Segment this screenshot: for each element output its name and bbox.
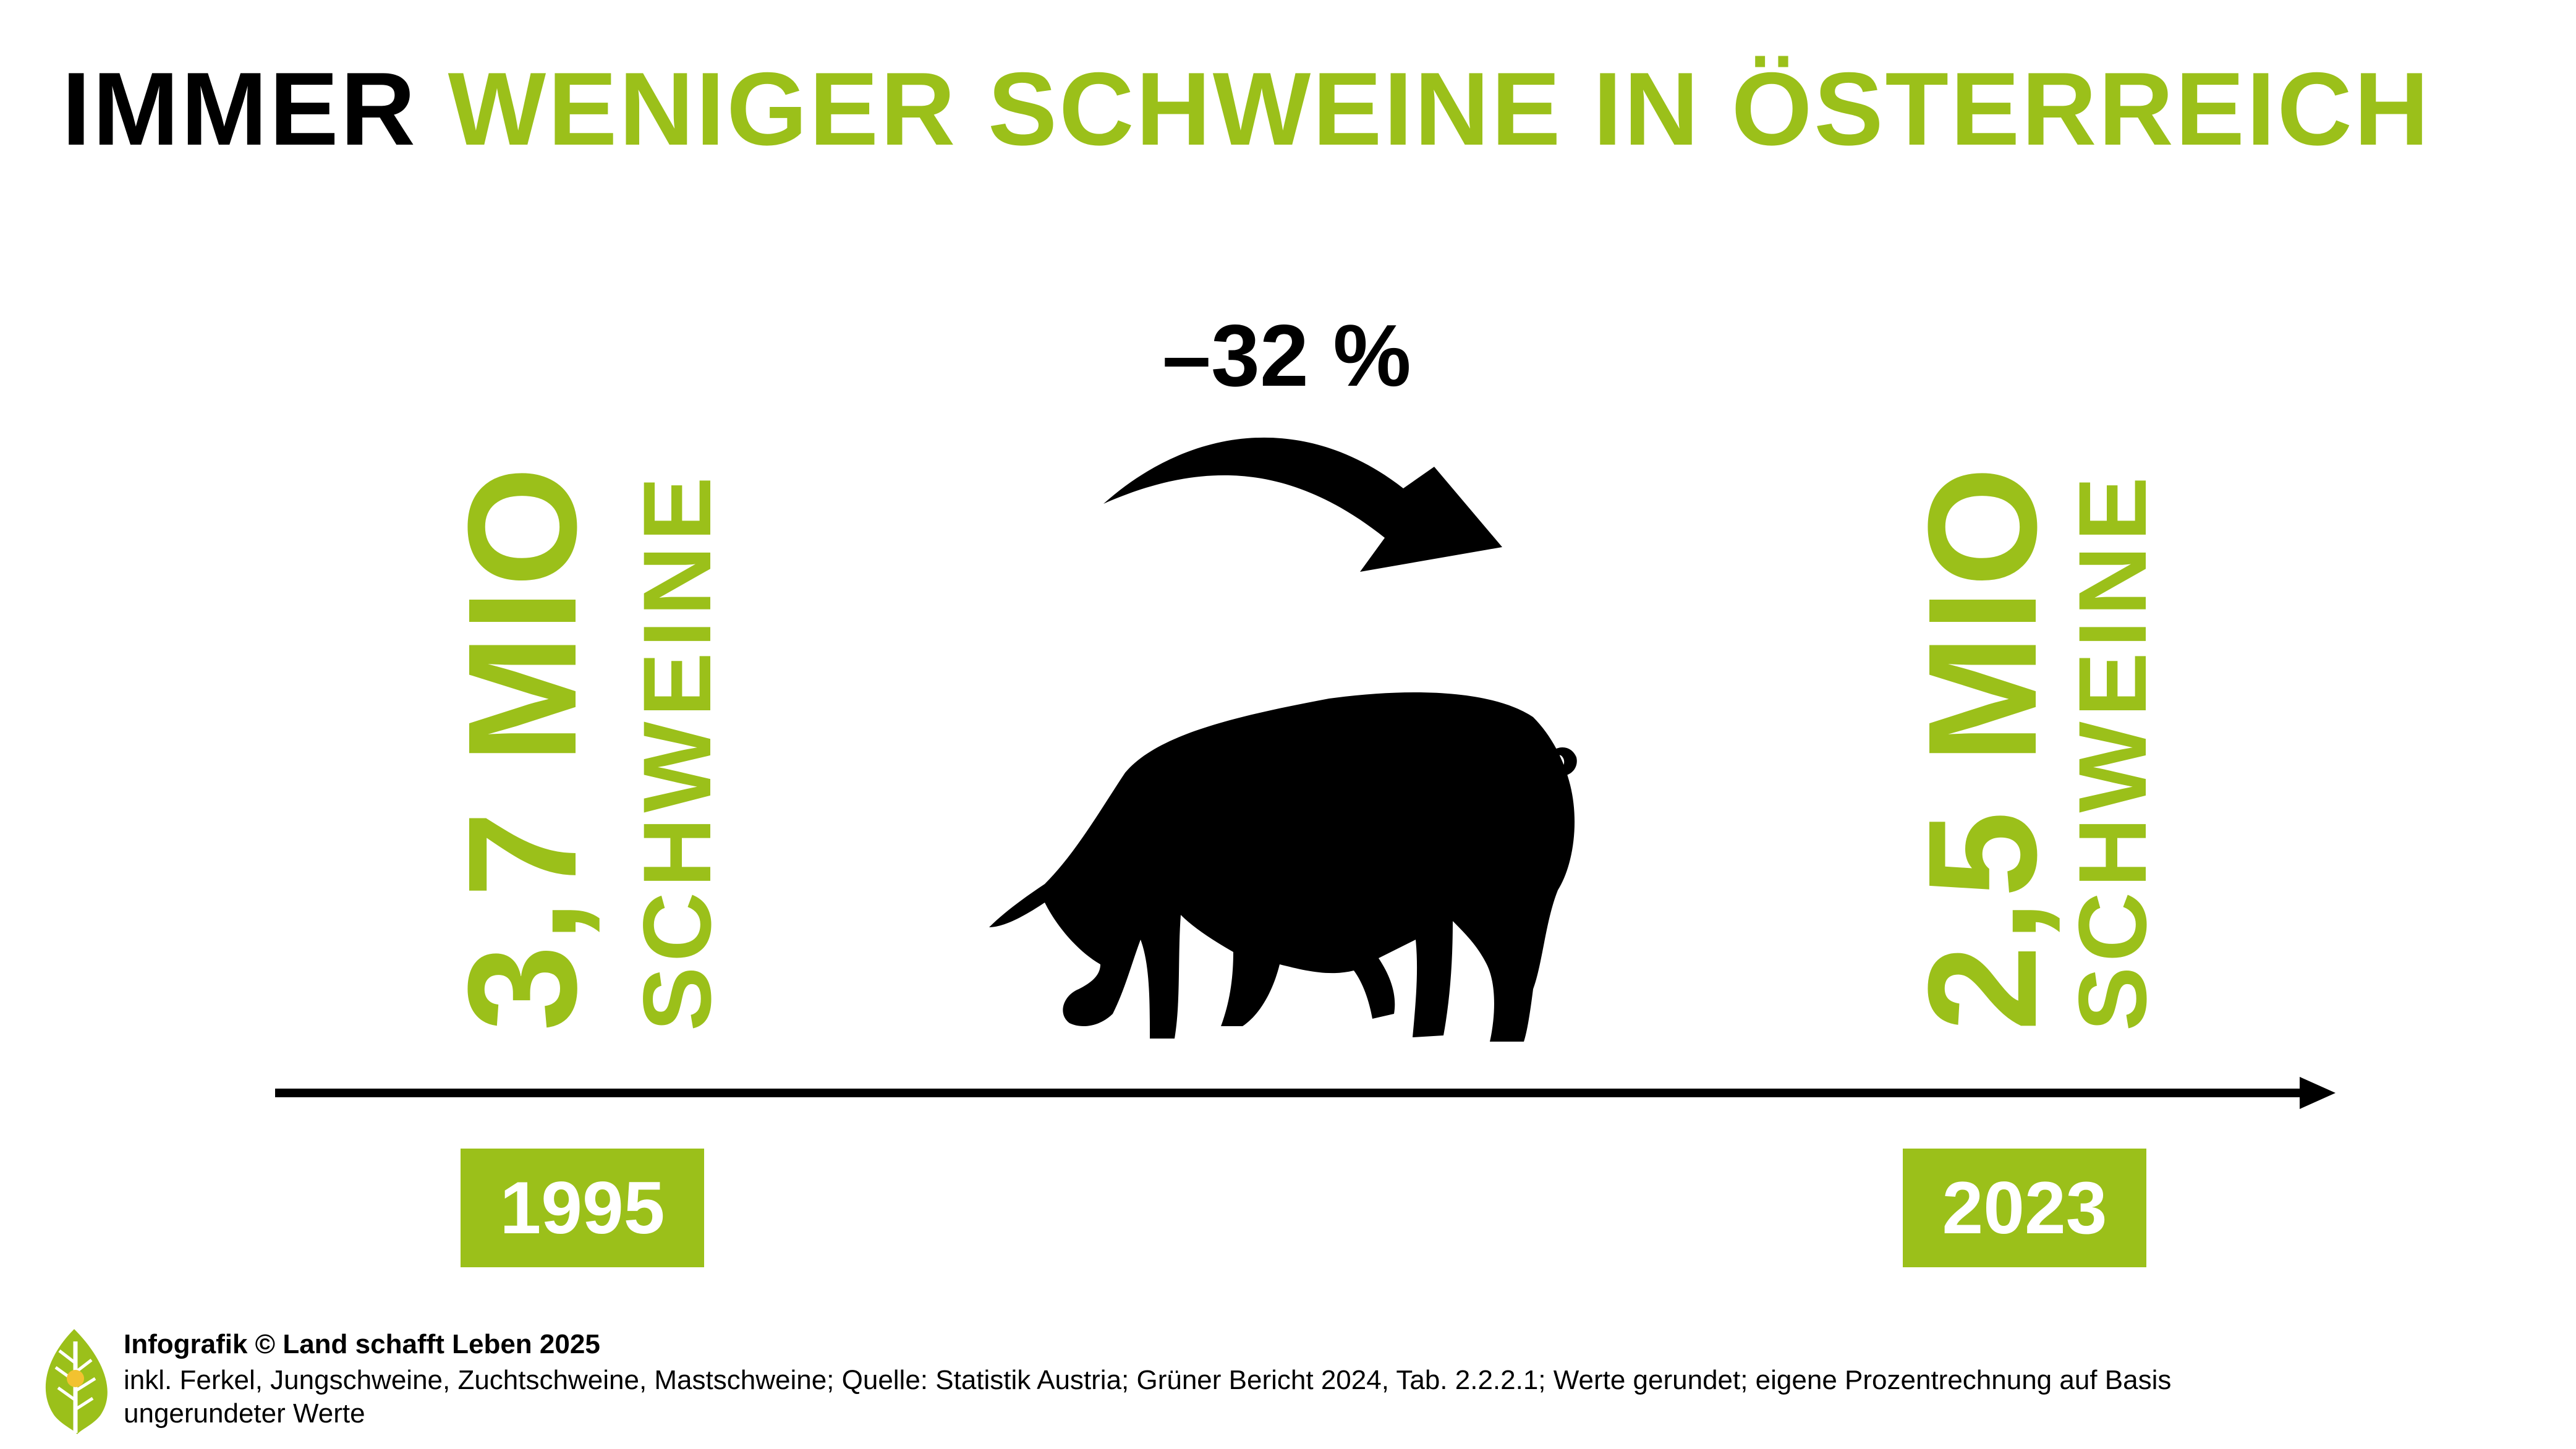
year-box-2023: 2023: [1903, 1149, 2146, 1267]
pig-silhouette-icon: [989, 692, 1577, 1042]
title-part-black: IMMER: [62, 51, 417, 167]
change-percentage: –32 %: [1162, 307, 1411, 405]
curved-arrow-icon: [1103, 437, 1502, 572]
unit-label-1995: SCHWEINE: [624, 472, 731, 1031]
leaf-logo-icon: [45, 1329, 108, 1434]
value-label-1995: 3,7 MIO: [436, 464, 608, 1031]
title-part-green: WENIGER SCHWEINE IN ÖSTERREICH: [448, 51, 2431, 167]
year-box-1995: 1995: [461, 1149, 704, 1267]
footer-note-line-2: ungerundeter Werte: [124, 1398, 365, 1429]
page-title: IMMER WENIGER SCHWEINE IN ÖSTERREICH: [62, 57, 2431, 161]
unit-label-2023: SCHWEINE: [2059, 472, 2167, 1031]
footer-credit: Infografik © Land schafft Leben 2025: [124, 1329, 600, 1359]
timeline-arrowhead: [2300, 1077, 2336, 1109]
footer-note-line-1: inkl. Ferkel, Jungschweine, Zuchtschwein…: [124, 1365, 2172, 1395]
value-label-2023: 2,5 MIO: [1896, 464, 2068, 1031]
